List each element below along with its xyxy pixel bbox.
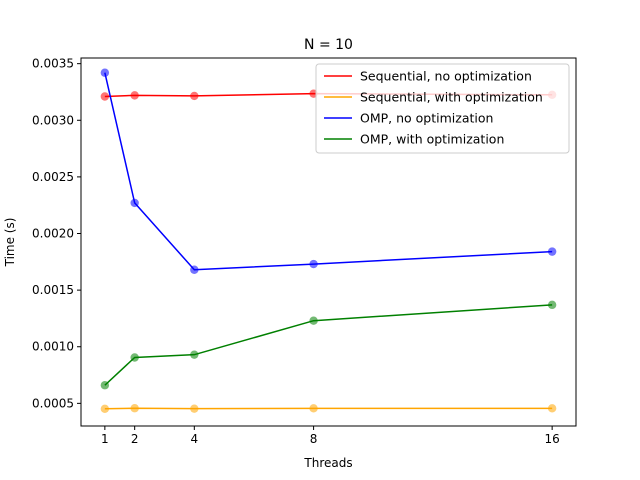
x-tick-label: 8 <box>310 432 318 446</box>
data-point <box>100 381 110 390</box>
data-point <box>100 68 110 77</box>
series-layer <box>100 68 557 413</box>
legend-label: Sequential, with optimization <box>360 90 543 105</box>
data-point <box>190 350 199 359</box>
legend-label: OMP, with optimization <box>360 132 504 147</box>
data-point <box>130 353 139 362</box>
data-point <box>309 259 318 269</box>
x-axis: 1 2 4 8 16 <box>101 426 560 446</box>
x-tick-label: 16 <box>545 432 560 446</box>
data-point <box>100 404 110 413</box>
legend: Sequential, no optimization Sequential, w… <box>315 63 570 154</box>
y-axis-title: Time (s) <box>3 218 17 268</box>
y-tick-label: 0.0010 <box>32 340 74 354</box>
data-point <box>190 91 199 101</box>
y-tick-label: 0.0015 <box>32 283 74 297</box>
legend-label: Sequential, no optimization <box>360 69 532 84</box>
chart-title: N = 10 <box>304 37 353 53</box>
data-point <box>130 91 139 100</box>
series-1 <box>100 404 557 413</box>
data-point <box>309 404 318 413</box>
data-point <box>547 247 557 256</box>
data-point <box>190 265 199 274</box>
x-tick-label: 1 <box>101 432 109 446</box>
x-axis-title: Threads <box>303 456 352 470</box>
series-2 <box>100 68 557 274</box>
data-point <box>130 404 139 413</box>
series-line <box>104 304 553 386</box>
plot-frame <box>80 57 577 427</box>
series-3 <box>100 300 557 390</box>
y-tick-label: 0.0020 <box>32 227 74 241</box>
data-point <box>309 316 318 325</box>
x-tick-label: 4 <box>190 432 198 446</box>
data-point <box>190 404 199 413</box>
y-tick-label: 0.0035 <box>32 57 74 71</box>
legend-box <box>315 63 570 154</box>
legend-label: OMP, no optimization <box>360 111 493 126</box>
y-tick-label: 0.0005 <box>32 396 74 410</box>
data-point <box>547 300 557 310</box>
y-tick-label: 0.0025 <box>32 170 74 184</box>
data-point <box>130 198 139 208</box>
x-tick-label: 2 <box>131 432 139 446</box>
series-line <box>104 407 553 410</box>
data-point <box>547 404 557 413</box>
y-axis: 0.0005 0.0010 0.0015 0.0020 0.0025 0.0030 0.00… <box>32 57 81 410</box>
data-point <box>100 92 110 101</box>
y-tick-label: 0.0030 <box>32 113 74 127</box>
